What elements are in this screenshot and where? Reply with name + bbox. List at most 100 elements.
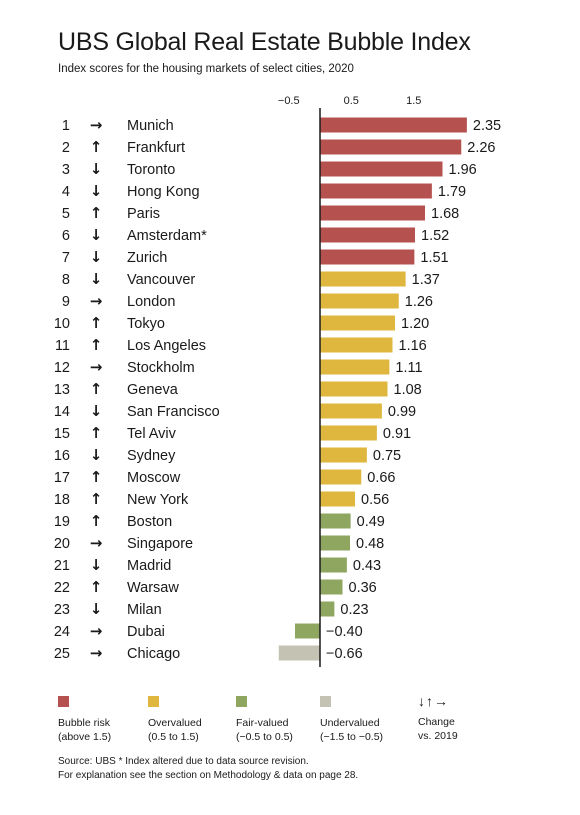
city-label: Amsterdam* xyxy=(127,228,207,244)
change-arrows-icon: ↓↑→ xyxy=(418,693,449,709)
bar xyxy=(320,205,425,221)
value-label: 1.68 xyxy=(431,206,459,222)
change-arrow-icon: ↓ xyxy=(90,556,103,574)
bar xyxy=(320,315,395,331)
bar xyxy=(320,117,467,133)
value-label: 1.20 xyxy=(401,316,429,332)
value-label: 0.23 xyxy=(340,602,368,618)
value-label: 1.37 xyxy=(412,272,440,288)
city-label: London xyxy=(127,294,175,310)
city-label: Paris xyxy=(127,206,160,222)
value-label: 0.49 xyxy=(357,514,385,530)
value-label: −0.40 xyxy=(326,624,363,640)
city-label: Zurich xyxy=(127,250,167,266)
city-label: Tel Aviv xyxy=(127,426,177,442)
rank-label: 20 xyxy=(54,536,70,552)
rank-label: 22 xyxy=(54,580,70,596)
source-note: Source: UBS * Index altered due to data … xyxy=(58,755,358,783)
x-tick-label: 1.5 xyxy=(406,95,421,107)
city-label: Munich xyxy=(127,118,174,134)
bar xyxy=(320,403,382,419)
change-arrow-icon: → xyxy=(90,116,103,134)
value-label: 1.79 xyxy=(438,184,466,200)
legend-change-period: vs. 2019 xyxy=(418,730,458,742)
bar xyxy=(320,271,406,287)
rank-label: 25 xyxy=(54,646,70,662)
change-arrow-icon: → xyxy=(90,622,103,640)
bar xyxy=(320,557,347,573)
city-label: Dubai xyxy=(127,624,165,640)
bar xyxy=(320,447,367,463)
change-arrow-icon: ↑ xyxy=(90,380,103,398)
legend-bubble-range: (above 1.5) xyxy=(58,731,112,743)
bar xyxy=(320,337,393,353)
rank-label: 23 xyxy=(54,602,70,618)
bar xyxy=(320,535,350,551)
value-label: 1.96 xyxy=(449,162,477,178)
bar xyxy=(320,227,415,243)
rank-label: 18 xyxy=(54,492,70,508)
change-arrow-icon: ↑ xyxy=(90,578,103,596)
change-arrow-icon: ↑ xyxy=(90,138,103,156)
bar xyxy=(320,425,377,441)
change-arrow-icon: ↑ xyxy=(90,424,103,442)
city-label: Tokyo xyxy=(127,316,165,332)
rank-label: 13 xyxy=(54,382,70,398)
change-arrow-icon: ↑ xyxy=(90,204,103,222)
chart-subtitle: Index scores for the housing markets of … xyxy=(58,63,354,75)
city-label: Hong Kong xyxy=(127,184,200,200)
city-label: Madrid xyxy=(127,558,171,574)
value-label: 0.48 xyxy=(356,536,384,552)
city-label: Singapore xyxy=(127,536,193,552)
bar xyxy=(320,249,415,265)
chart-title: UBS Global Real Estate Bubble Index xyxy=(58,28,471,56)
legend-fair-label: Fair-valued xyxy=(236,717,289,729)
value-label: 0.36 xyxy=(349,580,377,596)
rank-label: 3 xyxy=(62,162,70,178)
legend-fair-range: (−0.5 to 0.5) xyxy=(236,731,293,743)
bar xyxy=(320,469,362,485)
city-label: Moscow xyxy=(127,470,181,486)
rank-label: 14 xyxy=(54,404,70,420)
legend-undervalued-label: Undervalued xyxy=(320,717,380,729)
change-arrow-icon: → xyxy=(90,292,103,310)
bar xyxy=(320,161,443,177)
x-tick-label: 0.5 xyxy=(344,95,359,107)
legend-swatch-undervalued xyxy=(320,696,331,707)
city-label: Boston xyxy=(127,514,172,530)
change-arrow-icon: ↑ xyxy=(90,336,103,354)
change-arrow-icon: ↑ xyxy=(90,314,103,332)
change-arrow-icon: → xyxy=(90,534,103,552)
value-label: 0.56 xyxy=(361,492,389,508)
value-label: 1.51 xyxy=(420,250,448,266)
bar xyxy=(320,139,462,155)
bar xyxy=(320,359,390,375)
city-label: Toronto xyxy=(127,162,175,178)
city-label: Stockholm xyxy=(127,360,195,376)
city-label: Warsaw xyxy=(127,580,179,596)
value-label: 0.91 xyxy=(383,426,411,442)
legend-overvalued: Overvalued (0.5 to 1.5) xyxy=(148,696,202,744)
rank-label: 24 xyxy=(54,624,70,640)
bar xyxy=(320,513,351,529)
change-arrow-icon: ↓ xyxy=(90,182,103,200)
legend-undervalued-range: (−1.5 to −0.5) xyxy=(320,731,384,743)
change-arrow-icon: ↓ xyxy=(90,226,103,244)
value-label: 0.66 xyxy=(367,470,395,486)
change-arrow-icon: ↑ xyxy=(90,490,103,508)
city-label: San Francisco xyxy=(127,404,220,420)
change-arrow-icon: ↓ xyxy=(90,402,103,420)
rank-label: 19 xyxy=(54,514,70,530)
value-label: 0.43 xyxy=(353,558,381,574)
rank-label: 12 xyxy=(54,360,70,376)
rank-label: 16 xyxy=(54,448,70,464)
rank-label: 15 xyxy=(54,426,70,442)
rank-label: 8 xyxy=(62,272,70,288)
legend-undervalued: Undervalued (−1.5 to −0.5) xyxy=(320,696,383,744)
x-tick-label: −0.5 xyxy=(278,95,300,107)
change-arrow-icon: ↓ xyxy=(90,600,103,618)
change-arrow-icon: ↓ xyxy=(90,248,103,266)
city-label: New York xyxy=(127,492,189,508)
value-label: 2.35 xyxy=(473,118,501,134)
legend-overvalued-range: (0.5 to 1.5) xyxy=(148,731,199,743)
